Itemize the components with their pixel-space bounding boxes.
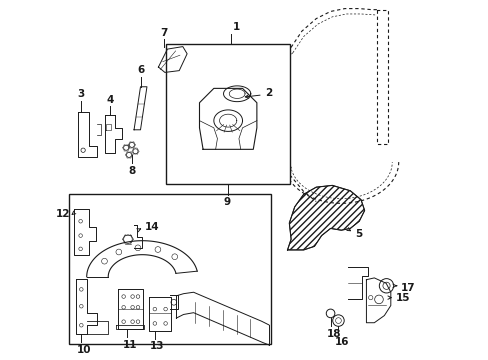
Text: 3: 3 <box>77 89 84 99</box>
Text: 15: 15 <box>395 293 409 303</box>
Text: 6: 6 <box>137 65 144 75</box>
Text: 13: 13 <box>150 341 164 351</box>
Text: 4: 4 <box>106 95 114 105</box>
Bar <box>69 194 270 344</box>
Text: 7: 7 <box>160 28 167 38</box>
Text: 11: 11 <box>122 339 137 350</box>
Text: 18: 18 <box>326 329 341 339</box>
Text: 14: 14 <box>144 222 159 231</box>
Text: 2: 2 <box>265 89 272 98</box>
Text: 1: 1 <box>232 22 239 32</box>
Text: 9: 9 <box>224 197 230 207</box>
Text: 17: 17 <box>400 283 415 293</box>
Text: 10: 10 <box>77 345 91 355</box>
Bar <box>166 44 289 184</box>
Text: 16: 16 <box>334 337 348 347</box>
Text: 12: 12 <box>56 209 70 219</box>
Text: 5: 5 <box>354 229 362 239</box>
Text: 8: 8 <box>128 166 135 176</box>
